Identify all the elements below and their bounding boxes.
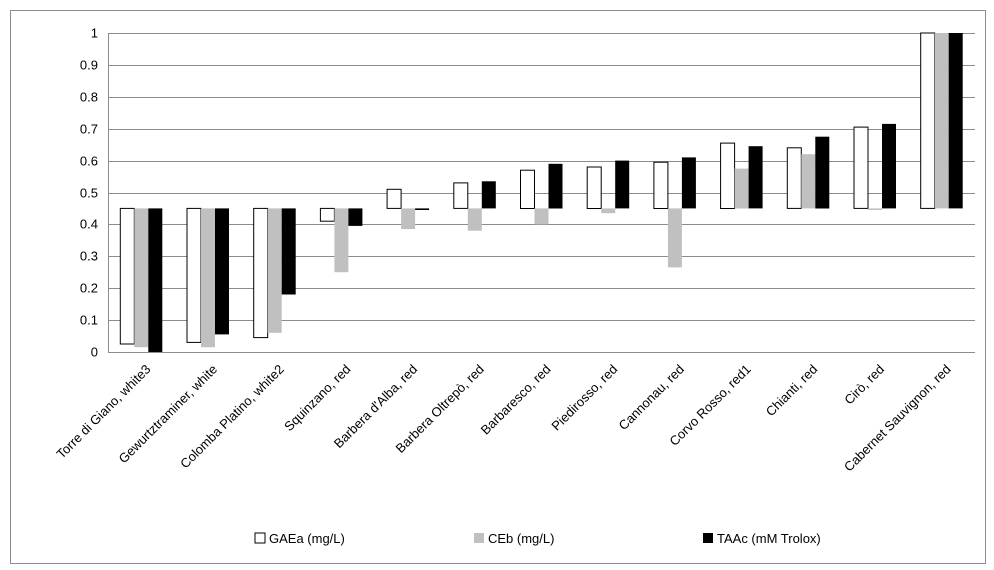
y-tick-label: 0.6: [80, 154, 98, 169]
legend-swatch: [254, 532, 266, 544]
bar-gaea: [720, 142, 736, 210]
bar-ceb: [467, 208, 482, 231]
chart-border: [10, 10, 986, 564]
y-tick-label: 0.5: [80, 186, 98, 201]
bar-gaea: [653, 161, 669, 209]
bar-taac: [281, 208, 296, 295]
bar-ceb: [534, 208, 549, 225]
bar-ceb: [401, 208, 416, 230]
bar-ceb: [934, 33, 949, 209]
y-tick-label: 0.1: [80, 313, 98, 328]
y-tick-label: 0.8: [80, 90, 98, 105]
bar-taac: [615, 160, 630, 209]
legend-label: GAEa (mg/L): [269, 531, 345, 546]
bar-ceb: [801, 154, 816, 209]
bar-taac: [681, 157, 696, 209]
y-tick-label: 0.9: [80, 58, 98, 73]
y-tick-label: 1: [91, 26, 98, 41]
bar-gaea: [253, 207, 269, 339]
bar-taac: [948, 33, 963, 209]
bar-taac: [748, 146, 763, 209]
bar-taac: [815, 136, 830, 209]
bar-taac: [548, 163, 563, 209]
bar-ceb: [134, 208, 149, 348]
bar-gaea: [853, 126, 869, 209]
bar-gaea: [186, 207, 202, 343]
y-tick-label: 0.2: [80, 281, 98, 296]
bar-ceb: [334, 208, 349, 273]
bar-taac: [415, 208, 430, 210]
y-tick-label: 0: [91, 345, 98, 360]
bar-gaea: [453, 182, 469, 209]
y-tick-label: 0.7: [80, 122, 98, 137]
bar-taac: [348, 208, 363, 226]
legend-label: CEb (mg/L): [488, 531, 554, 546]
bar-ceb: [601, 208, 616, 214]
bar-gaea: [920, 32, 936, 209]
legend: GAEa (mg/L) CEb (mg/L) TAAc (mM Trolox): [254, 531, 821, 546]
y-tick-label: 0.4: [80, 217, 98, 232]
legend-swatch: [474, 533, 484, 543]
legend-label: TAAc (mM Trolox): [717, 531, 821, 546]
y-axis: 0 0.1 0.2 0.3 0.4 0.5 0.6 0.7 0.8 0.9 1: [80, 26, 109, 360]
bar-taac: [882, 123, 896, 209]
bar-ceb: [667, 208, 682, 268]
bar-gaea: [520, 169, 535, 209]
bar-gaea: [319, 207, 335, 222]
bar-ceb: [868, 208, 882, 210]
bar-ceb: [734, 168, 749, 209]
y-tick-label: 0.3: [80, 249, 98, 264]
bar-taac: [148, 208, 163, 352]
bar-gaea: [786, 147, 802, 209]
legend-swatch: [703, 533, 713, 543]
bar-gaea: [119, 207, 135, 345]
gridlines: [108, 33, 975, 353]
bars: [119, 32, 963, 352]
bar-taac: [215, 208, 229, 335]
bar-ceb: [201, 208, 215, 348]
bar-ceb: [267, 208, 282, 333]
bar-gaea: [386, 188, 402, 209]
bar-gaea: [586, 166, 602, 209]
bar-taac: [481, 181, 496, 209]
